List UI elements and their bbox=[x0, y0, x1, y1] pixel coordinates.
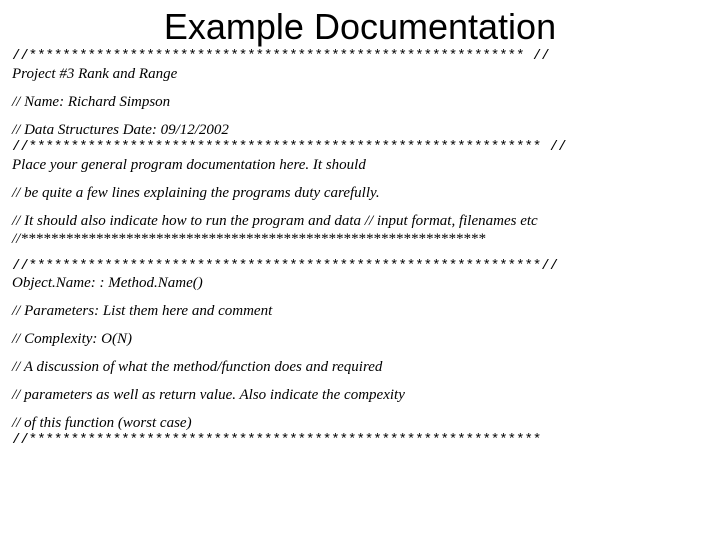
object-method-line: Object.Name: : Method.Name() bbox=[12, 274, 708, 292]
separator-3: //**************************************… bbox=[12, 258, 708, 275]
separator-top: //**************************************… bbox=[12, 48, 708, 65]
desc-line-3: // It should also indicate how to run th… bbox=[12, 212, 708, 248]
desc-line-1: Place your general program documentation… bbox=[12, 156, 708, 174]
discussion-line-2: // parameters as well as return value. A… bbox=[12, 386, 708, 404]
discussion-line-3: // of this function (worst case) bbox=[12, 414, 708, 432]
desc-line-2: // be quite a few lines explaining the p… bbox=[12, 184, 708, 202]
discussion-line-1: // A discussion of what the method/funct… bbox=[12, 358, 708, 376]
complexity-line: // Complexity: O(N) bbox=[12, 330, 708, 348]
parameters-line: // Parameters: List them here and commen… bbox=[12, 302, 708, 320]
separator-bottom: //**************************************… bbox=[12, 432, 708, 449]
project-line: Project #3 Rank and Range bbox=[12, 65, 708, 83]
date-line: // Data Structures Date: 09/12/2002 bbox=[12, 121, 708, 139]
author-name: // Name: Richard Simpson bbox=[12, 93, 708, 111]
documentation-slide: Example Documentation //****************… bbox=[0, 0, 720, 449]
page-title: Example Documentation bbox=[12, 6, 708, 48]
separator-2: //**************************************… bbox=[12, 139, 708, 156]
